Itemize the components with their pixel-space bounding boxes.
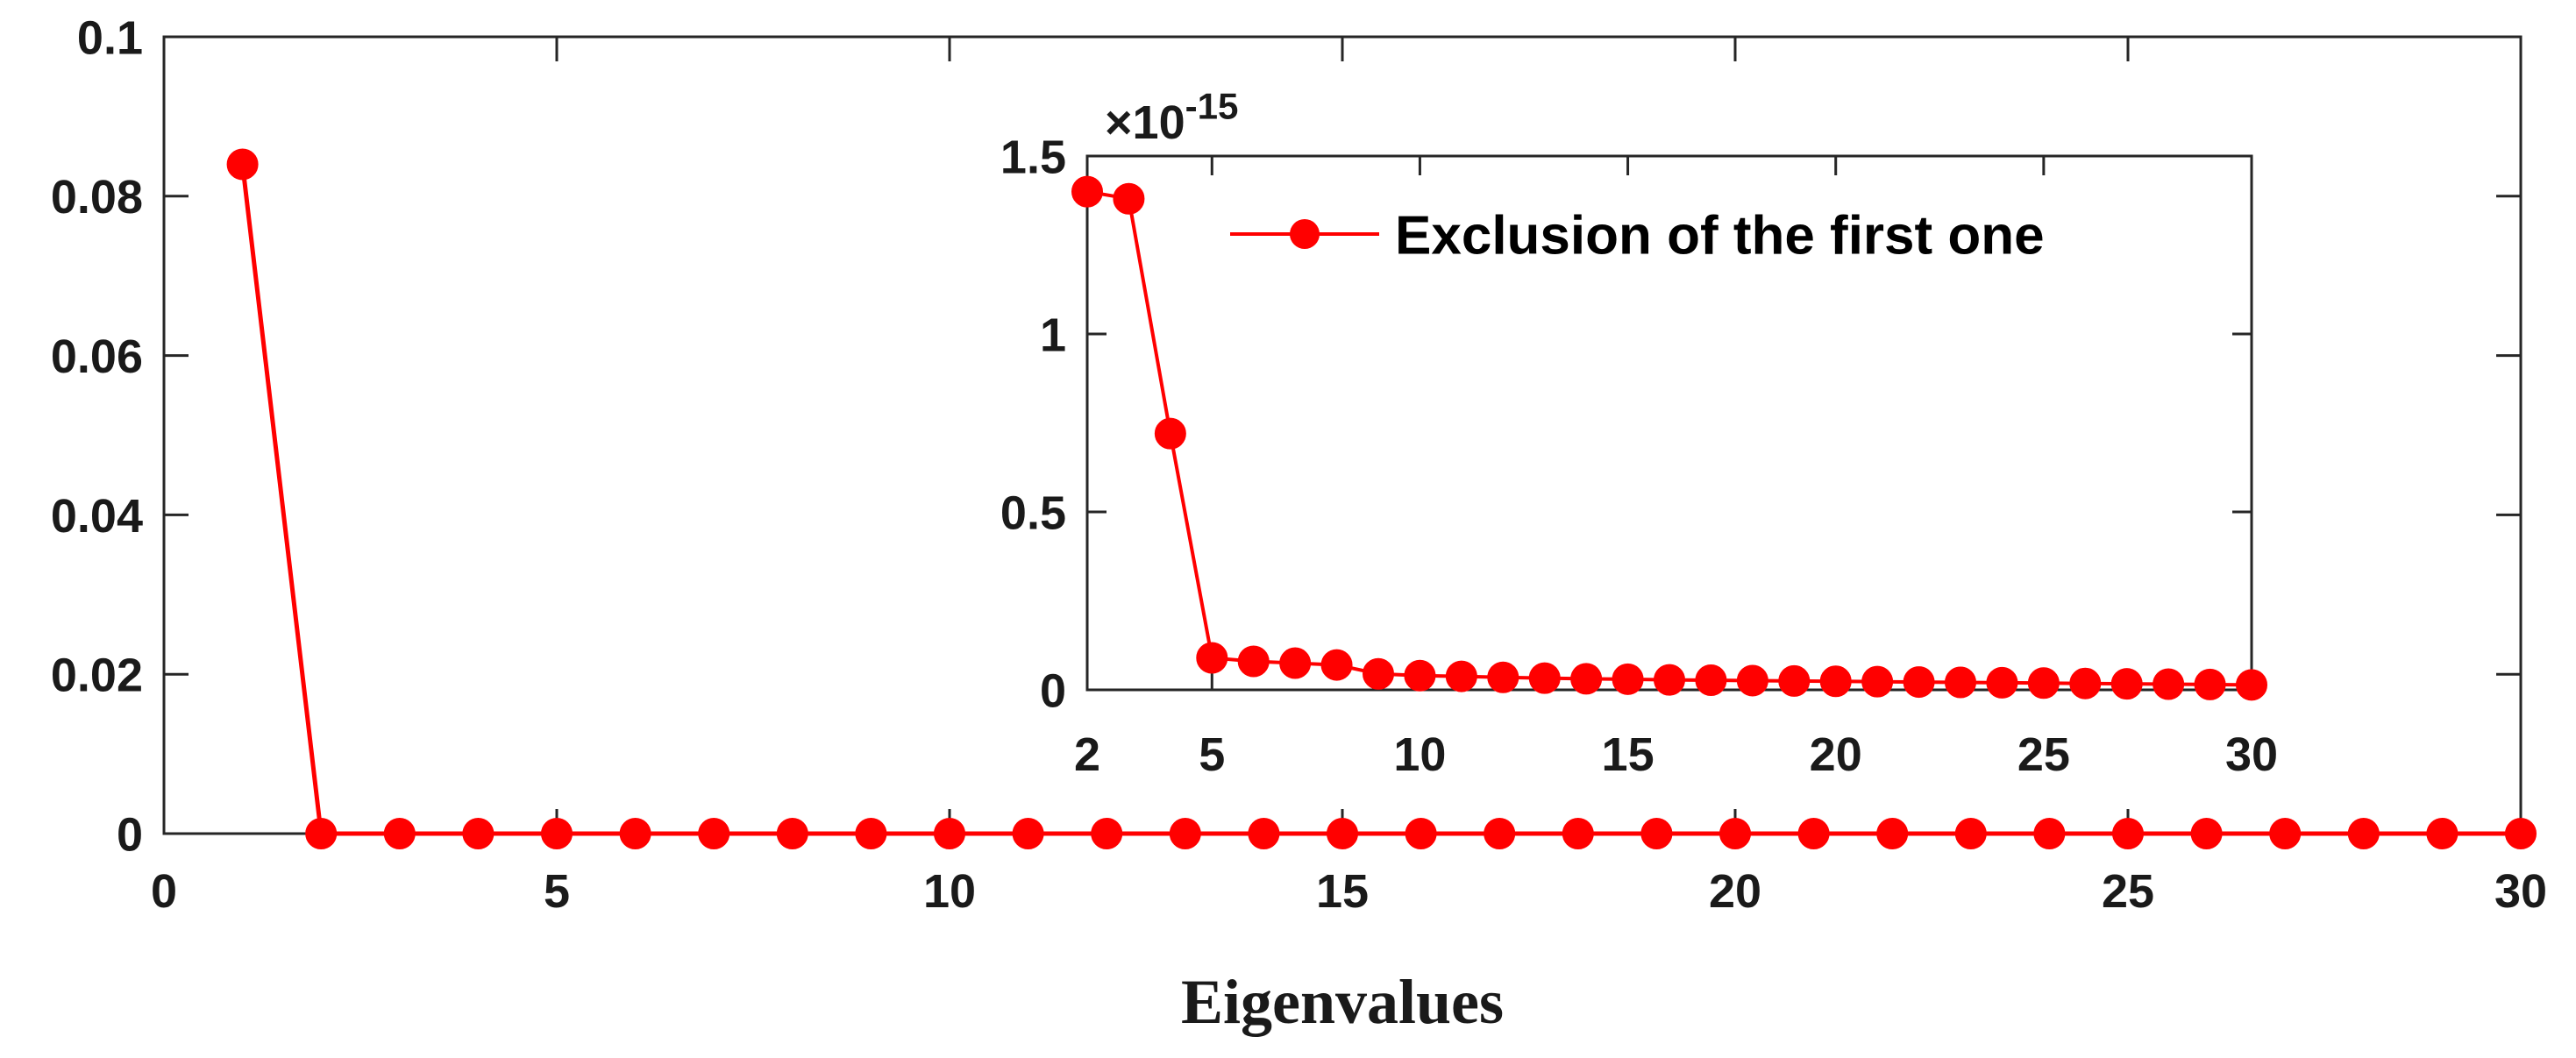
inset-plot-data-point: [1363, 657, 1394, 690]
inset-plot-data-point: [1612, 663, 1644, 695]
inset-plot-data-point: [1945, 666, 1976, 699]
main-plot-data-point: [1248, 818, 1280, 849]
inset-plot-legend-marker: [1290, 219, 1320, 249]
inset-plot-data-point: [2110, 668, 2143, 700]
inset-plot-xtick-label: 30: [2225, 728, 2278, 781]
main-plot-data-point: [619, 818, 651, 849]
inset-plot-data-point: [2069, 667, 2102, 699]
main-plot-ytick-label: 0.1: [77, 11, 143, 64]
main-plot-data-point: [1640, 818, 1673, 849]
main-plot-xlabel: Eigenvalues: [1181, 967, 1504, 1037]
main-plot-ytick-label: 0.04: [51, 490, 143, 543]
main-plot-xtick-label: 0: [151, 865, 177, 918]
main-plot-data-point: [305, 818, 338, 849]
main-plot-data-point: [698, 818, 730, 849]
inset-plot-ytick-label: 0: [1040, 664, 1066, 717]
main-plot-xtick-label: 5: [544, 865, 570, 918]
main-plot-data-point: [541, 818, 573, 849]
inset-plot-data-point: [1528, 662, 1561, 694]
main-plot-data-point: [1954, 818, 1987, 849]
inset-plot-data-point: [1237, 645, 1270, 678]
inset-plot-data-point: [1196, 642, 1228, 674]
main-plot-data-point: [776, 818, 808, 849]
inset-plot-data-point: [1695, 664, 1727, 697]
inset-plot-ytick-label: 1: [1040, 309, 1066, 361]
inset-plot-data-point: [1986, 666, 2018, 699]
inset-plot-data-point: [1445, 660, 1477, 692]
inset-plot-data-point: [1320, 649, 1353, 681]
inset-plot-data-point: [1113, 182, 1145, 215]
main-plot-data-point: [1797, 818, 1830, 849]
inset-plot-legend-label: Exclusion of the first one: [1395, 205, 2045, 266]
inset-plot-data-point: [1736, 664, 1768, 697]
inset-plot-exponent-label: ×10-15: [1105, 85, 1238, 149]
main-plot-data-point: [2347, 818, 2380, 849]
inset-plot-data-point: [1071, 175, 1103, 208]
inset-plot-ytick-label: 0.5: [1000, 486, 1066, 539]
main-plot-data-point: [1012, 818, 1044, 849]
inset-plot-data-point: [2194, 668, 2226, 700]
inset-plot-xtick-label: 15: [1602, 728, 1654, 781]
inset-plot-data-point: [1279, 647, 1312, 679]
main-plot-data-point: [1405, 818, 1437, 849]
inset-plot-xtick-label: 10: [1393, 728, 1446, 781]
main-plot-xtick-label: 25: [2102, 865, 2154, 918]
inset-plot-data-point: [1903, 666, 1935, 699]
inset-plot-data-point: [1570, 663, 1603, 695]
inset-plot-data-point: [1861, 665, 1894, 698]
inset-plot-data-point: [2027, 667, 2060, 699]
main-plot-data-point: [1169, 818, 1201, 849]
main-plot-data-point: [462, 818, 495, 849]
inset-plot-data-point: [1654, 664, 1685, 696]
inset-plot-xtick-label: 25: [2017, 728, 2070, 781]
main-plot-data-point: [2426, 818, 2459, 849]
inset-plot-bg: [1087, 156, 2252, 690]
main-plot-xtick-label: 20: [1709, 865, 1761, 918]
main-plot-data-point: [934, 818, 965, 849]
main-plot-data-point: [1484, 818, 1516, 849]
inset-plot-data-point: [2153, 668, 2185, 700]
inset-plot-data-point: [1154, 417, 1186, 450]
main-plot-data-point: [1562, 818, 1594, 849]
main-plot-ytick-label: 0: [117, 808, 143, 861]
main-plot-data-point: [1876, 818, 1909, 849]
inset-plot-data-point: [1778, 664, 1811, 697]
main-plot-data-point: [2505, 818, 2537, 849]
main-plot-data-point: [2033, 818, 2066, 849]
main-plot-xtick-label: 30: [2494, 865, 2547, 918]
main-plot-ytick-label: 0.06: [51, 330, 143, 383]
main-plot-data-point: [383, 818, 416, 849]
main-plot: 0 5 10 15 20 25 3000.020.040.060.080.1Eigenval…: [51, 11, 2547, 1037]
inset-plot-xtick-label: 20: [1810, 728, 1862, 781]
main-plot-data-point: [2269, 818, 2302, 849]
main-plot-data-point: [1719, 818, 1751, 849]
inset-plot-data-point: [1404, 659, 1436, 692]
main-plot-ytick-label: 0.08: [51, 171, 143, 224]
main-plot-data-point: [2190, 818, 2223, 849]
inset-plot-data-point: [1487, 661, 1519, 693]
main-plot-xtick-label: 10: [923, 865, 976, 918]
main-plot-data-point: [1091, 818, 1123, 849]
inset-plot-xtick-label: 2: [1074, 728, 1100, 781]
main-plot-data-point: [855, 818, 887, 849]
main-plot-xtick-label: 15: [1316, 865, 1369, 918]
inset-plot-data-point: [1819, 665, 1852, 698]
main-plot-ytick-label: 0.02: [51, 650, 143, 702]
inset-plot-ytick-label: 1.5: [1000, 131, 1066, 183]
inset-plot-xtick-label: 5: [1199, 728, 1225, 781]
main-plot-data-point: [1327, 818, 1358, 849]
inset-plot-data-point: [2236, 669, 2267, 701]
main-plot-data-point: [2112, 818, 2144, 849]
main-plot-data-point: [226, 148, 259, 181]
